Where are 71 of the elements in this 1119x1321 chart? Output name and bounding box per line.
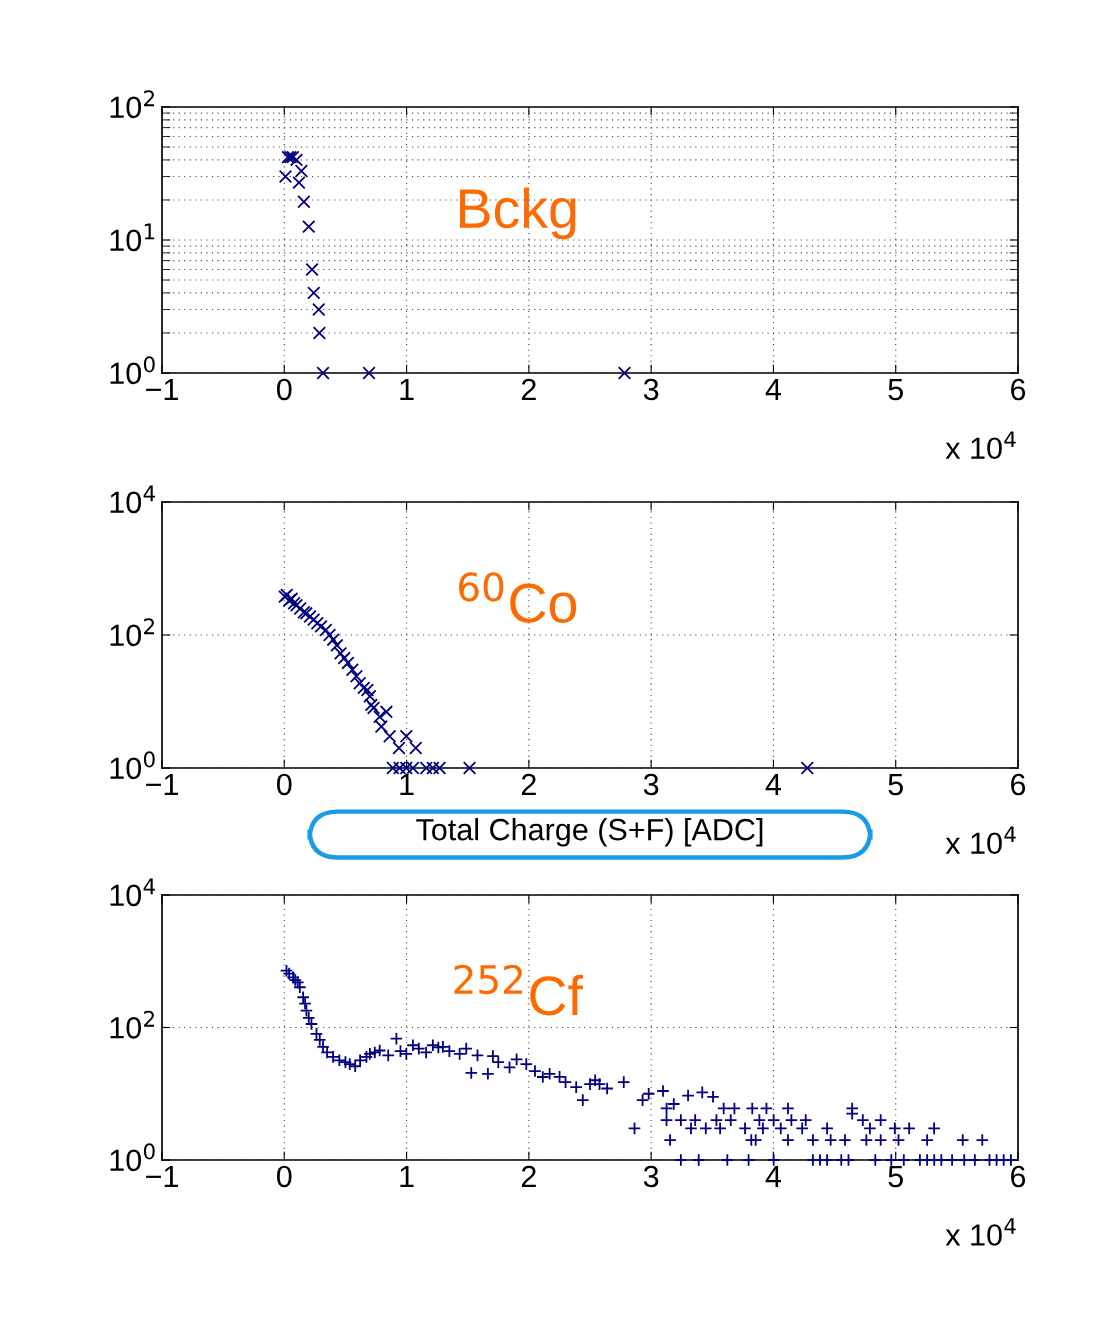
- annotation: Bckg: [460, 187, 576, 240]
- point: [360, 683, 375, 697]
- x-tick-label: 0: [276, 378, 292, 401]
- point: [278, 169, 293, 184]
- x-tick-label: 6: [1011, 1165, 1026, 1188]
- point: [800, 761, 815, 775]
- point: [326, 632, 340, 647]
- x-axis-title: Total Charge (S+F) [ADC]: [416, 818, 763, 847]
- point: [357, 681, 371, 695]
- point: [292, 175, 306, 190]
- x-tick-label: 3: [643, 1165, 659, 1188]
- x-tick-label: 0: [276, 1165, 292, 1188]
- point: [310, 616, 325, 631]
- point: [462, 761, 477, 775]
- x-tick-label: 1: [400, 378, 414, 400]
- point: [382, 729, 397, 743]
- point: [399, 729, 414, 743]
- x-tick-label: 6: [1011, 773, 1026, 796]
- x-tick-label: 1: [400, 1165, 414, 1187]
- x-tick-label: 2: [521, 1165, 536, 1187]
- point: [297, 195, 311, 209]
- x-tick-label: 5: [888, 378, 903, 401]
- point: [379, 705, 394, 719]
- x-tick-label: 4: [765, 378, 782, 400]
- point: [316, 366, 330, 380]
- point: [302, 219, 316, 234]
- x-tick-label: 1: [400, 773, 414, 795]
- point: [333, 646, 348, 661]
- annotation: $^{252}$Cf: [454, 964, 584, 1016]
- point: [392, 741, 406, 755]
- point: [363, 689, 377, 703]
- point: [319, 623, 333, 637]
- y-tick-label: 10$^{2}$: [110, 618, 154, 647]
- point: [362, 366, 376, 380]
- point: [349, 669, 364, 683]
- x-tick-label: 3: [643, 378, 659, 401]
- y-tick-label: 10$^{1}$: [110, 223, 155, 252]
- x-tick-label: 2: [521, 378, 536, 400]
- point: [314, 619, 328, 634]
- x-tick-label: 5: [888, 1165, 903, 1188]
- point: [345, 663, 360, 677]
- point: [307, 286, 321, 300]
- x-tick-label: 5: [888, 773, 903, 796]
- point: [341, 656, 355, 670]
- text: x 10$^{4}$: [945, 826, 1016, 855]
- point: [312, 326, 327, 340]
- point: [617, 366, 632, 380]
- point: [353, 676, 367, 690]
- point: [426, 761, 440, 775]
- x-tick-label: 6: [1011, 378, 1026, 401]
- point: [312, 302, 326, 317]
- text: x 10$^{4}$: [945, 431, 1016, 460]
- y-tick-label: 10$^{2}$: [110, 1010, 154, 1039]
- point: [409, 741, 423, 755]
- y-tick-label: 10$^{4}$: [110, 485, 155, 514]
- text: x 10$^{4}$: [945, 1218, 1016, 1246]
- point: [330, 638, 344, 653]
- x-tick-label: 0: [276, 773, 292, 796]
- point: [294, 164, 309, 178]
- y-tick-label: 10$^{2}$: [110, 90, 154, 119]
- point: [322, 628, 337, 642]
- point: [374, 719, 389, 734]
- x-tick-label: 2: [521, 773, 536, 795]
- y-tick-label: 10$^{4}$: [110, 878, 155, 907]
- x-tick-label: 4: [765, 1165, 782, 1187]
- x-tick-label: 3: [643, 773, 659, 796]
- point: [372, 710, 387, 724]
- point: [337, 651, 351, 665]
- point: [305, 262, 319, 277]
- x-tick-label: 4: [765, 773, 782, 795]
- annotation: $^{60}$Co: [459, 572, 577, 623]
